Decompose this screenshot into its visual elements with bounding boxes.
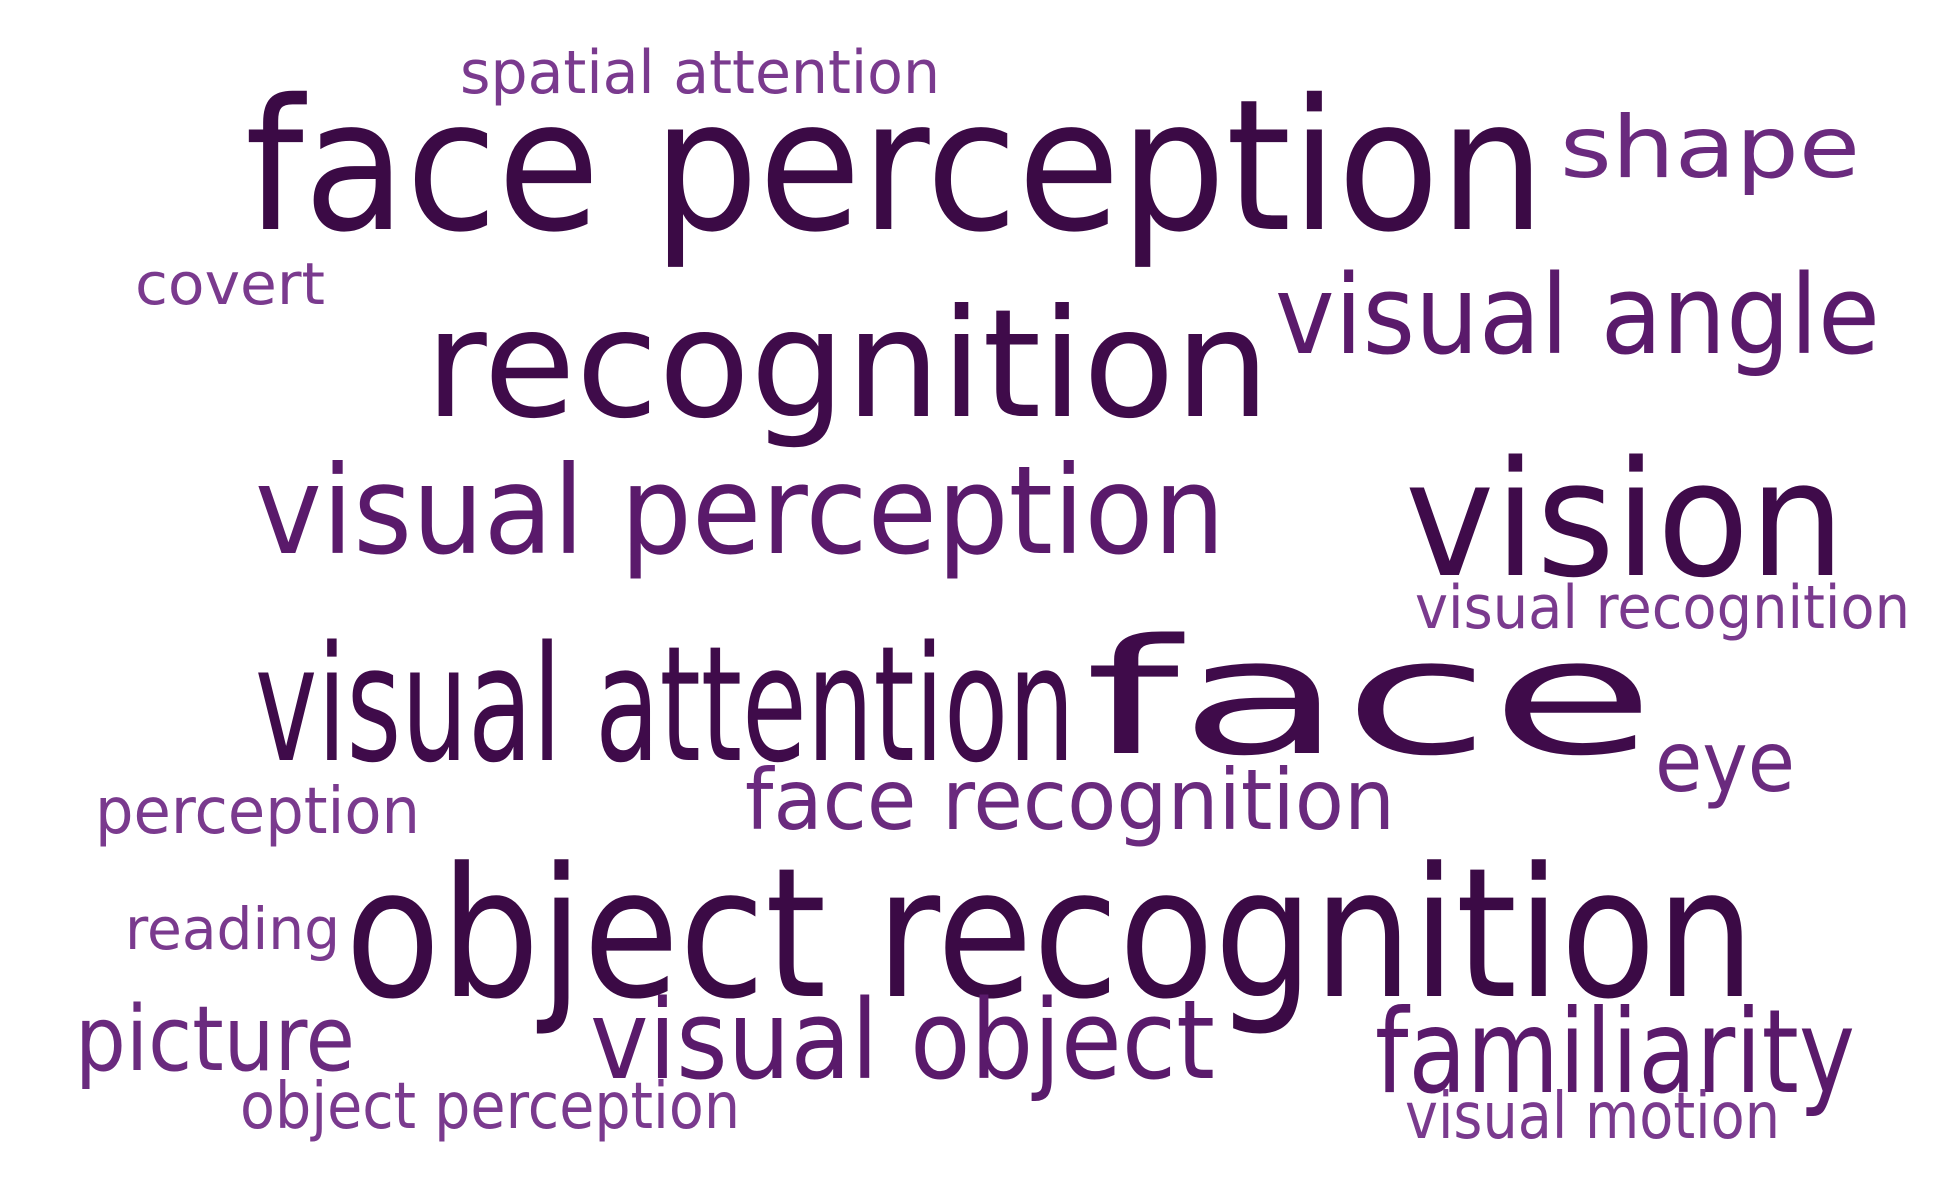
word-shape: shape: [1560, 98, 1860, 198]
word-eye: eye: [1655, 713, 1796, 811]
word-face: face: [1085, 604, 1655, 791]
word-face-recognition: face recognition: [745, 751, 1396, 849]
word-picture: picture: [75, 987, 355, 1092]
word-familiarity: familiarity: [1375, 985, 1856, 1120]
word-object-recognition: object recognition: [345, 830, 1755, 1039]
word-vision: vision: [1405, 426, 1846, 613]
word-spatial-attention: spatial attention: [460, 38, 941, 108]
word-visual-angle: visual angle: [1275, 251, 1880, 379]
word-perception: perception: [95, 775, 421, 849]
word-visual-recognition: visual recognition: [1415, 573, 1911, 643]
word-visual-attention: visual attention: [255, 611, 1075, 798]
word-reading: reading: [125, 895, 341, 963]
word-covert: covert: [135, 250, 326, 318]
word-visual-object: visual object: [590, 976, 1215, 1104]
word-object-perception: object perception: [240, 1070, 741, 1144]
word-recognition: recognition: [425, 278, 1270, 452]
word-visual-motion: visual motion: [1405, 1080, 1781, 1154]
word-face-perception: face perception: [245, 60, 1546, 272]
word-visual-perception: visual perception: [255, 440, 1226, 582]
